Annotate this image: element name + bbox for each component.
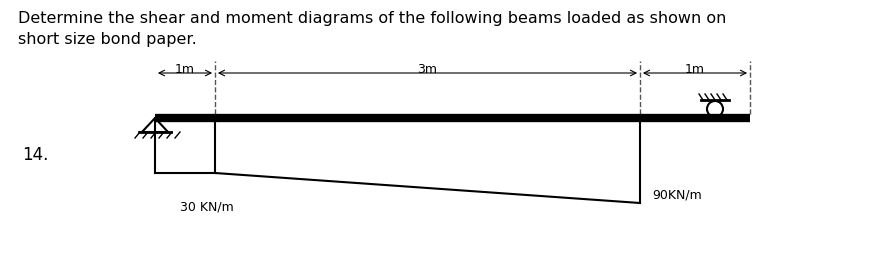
Text: 1m: 1m (685, 63, 705, 76)
Text: 90KN/m: 90KN/m (652, 188, 702, 201)
Text: Determine the shear and moment diagrams of the following beams loaded as shown o: Determine the shear and moment diagrams … (18, 11, 726, 47)
Text: 3m: 3m (418, 63, 438, 76)
Text: 14.: 14. (22, 146, 48, 164)
Text: 30 KN/m: 30 KN/m (180, 201, 233, 214)
Text: 1m: 1m (175, 63, 195, 76)
